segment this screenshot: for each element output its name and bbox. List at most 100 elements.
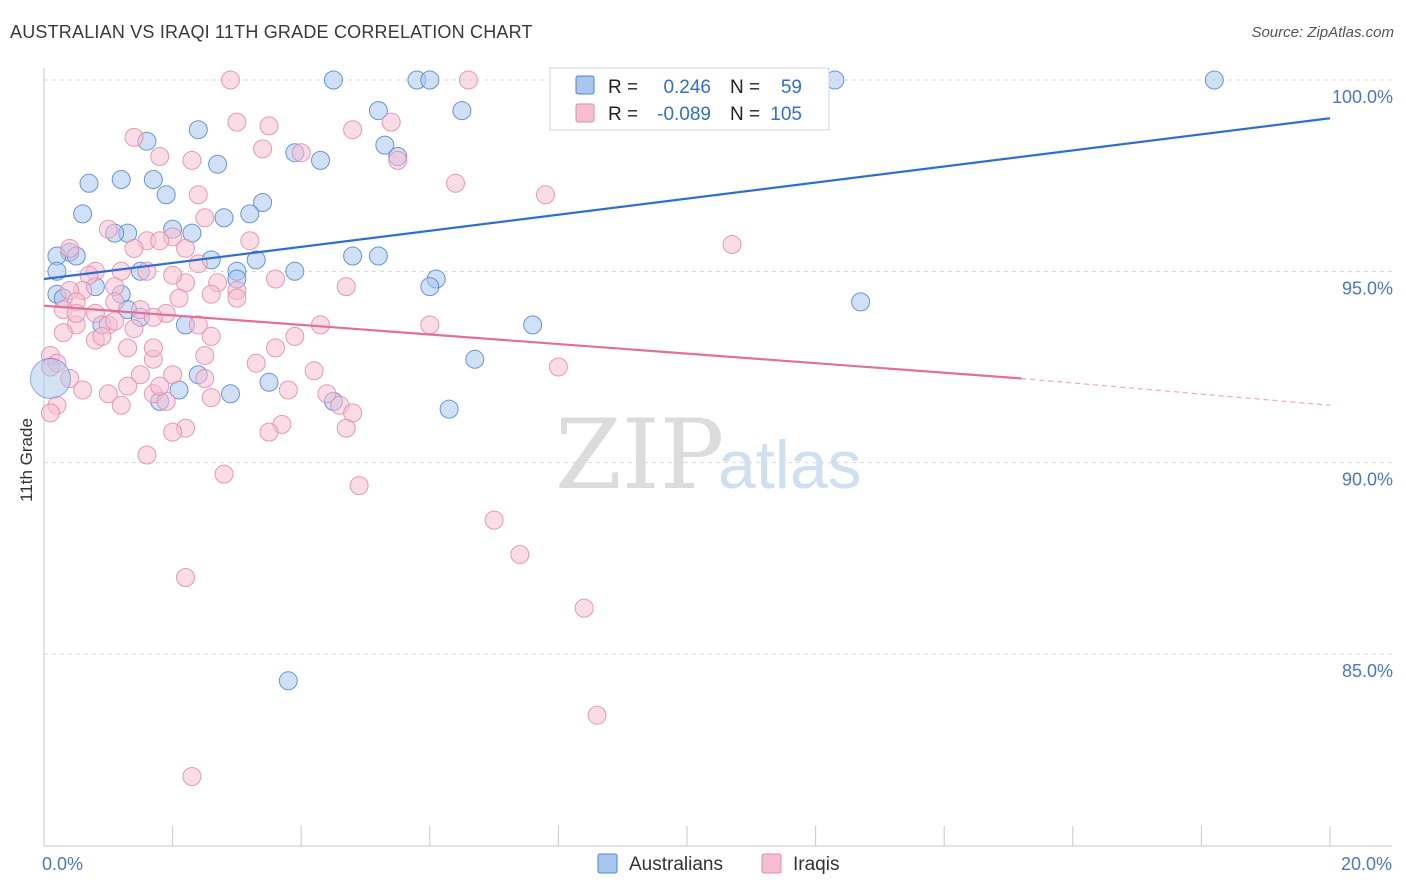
point-iraqis-72 <box>278 380 298 400</box>
point-australians-9 <box>375 135 395 155</box>
point-australians-2 <box>420 70 440 90</box>
legend-r-value-iraqis: -0.089 <box>657 104 711 125</box>
gridlines <box>44 79 1392 655</box>
point-australians-cluster <box>29 357 71 399</box>
point-australians-39 <box>420 277 440 297</box>
point-australians-29 <box>343 246 363 266</box>
legend-n-value-australians: 59 <box>781 77 802 98</box>
point-iraqis-53 <box>201 326 221 346</box>
point-australians-21 <box>240 204 260 224</box>
point-iraqis-21 <box>240 231 260 251</box>
point-iraqis-57 <box>266 338 285 358</box>
point-iraqis-24 <box>722 235 742 254</box>
point-iraqis-64 <box>130 365 150 385</box>
point-australians-4 <box>1204 70 1224 90</box>
point-australians-20 <box>214 208 234 228</box>
point-australians-5 <box>452 101 472 121</box>
point-iraqis-1 <box>458 70 478 90</box>
point-iraqis-52 <box>53 323 73 343</box>
point-iraqis-3 <box>259 116 279 136</box>
point-iraqis-96 <box>188 315 208 335</box>
point-iraqis-63 <box>548 357 568 377</box>
point-iraqis-54 <box>285 326 305 346</box>
stats-legend-box <box>549 67 830 131</box>
point-iraqis-68 <box>73 380 93 400</box>
point-iraqis-14 <box>188 185 208 205</box>
bottom-legend-label-australians: Australians <box>629 854 723 875</box>
legend-n-label-australians: N = <box>730 77 760 98</box>
point-australians-43 <box>851 292 871 312</box>
point-iraqis-15 <box>98 219 118 239</box>
bottom-legend-swatch-australians <box>597 853 618 874</box>
legend-swatch-australians <box>575 75 595 95</box>
point-iraqis-20 <box>124 238 144 258</box>
point-australians-19 <box>73 204 93 224</box>
point-iraqis-78 <box>40 403 60 423</box>
point-australians-52 <box>259 372 279 392</box>
y-tick-label-85: 85.0% <box>1342 661 1393 681</box>
trend-line-iraqis-extension <box>1021 377 1331 406</box>
trend-lines <box>43 117 1331 406</box>
point-australians-15 <box>143 170 163 189</box>
point-iraqis-6 <box>124 127 144 147</box>
point-iraqis-71 <box>317 384 337 404</box>
point-australians-54 <box>221 384 240 404</box>
point-iraqis-102 <box>163 265 183 285</box>
point-iraqis-87 <box>349 476 369 496</box>
point-iraqis-51 <box>124 319 144 339</box>
point-iraqis-86 <box>214 464 234 484</box>
point-iraqis-22 <box>176 238 195 258</box>
point-iraqis-101 <box>304 361 324 381</box>
point-iraqis-95 <box>227 288 247 308</box>
legend-r-label-iraqis: R = <box>608 104 638 125</box>
point-iraqis-90 <box>176 568 195 587</box>
point-iraqis-0 <box>221 70 240 90</box>
legend-r-label-australians: R = <box>608 77 638 98</box>
point-iraqis-89 <box>510 545 530 564</box>
bottom-legend-swatch-iraqis <box>761 853 782 874</box>
point-iraqis-98 <box>150 376 170 396</box>
point-iraqis-66 <box>163 365 183 385</box>
chart-title: AUSTRALIAN VS IRAQI 11TH GRADE CORRELATI… <box>10 22 533 42</box>
trend-line-australians <box>43 117 1331 281</box>
point-australians-17 <box>156 185 176 205</box>
point-iraqis-41 <box>201 284 221 304</box>
point-iraqis-40 <box>169 288 189 308</box>
series-australians <box>47 70 1224 691</box>
point-iraqis-93 <box>182 767 202 786</box>
point-iraqis-56 <box>118 338 138 358</box>
point-iraqis-11 <box>388 150 408 170</box>
x-axis-ticks <box>43 826 1331 846</box>
point-iraqis-70 <box>195 369 215 388</box>
y-axis-title: 11th Grade <box>17 418 36 502</box>
point-iraqis-2 <box>227 112 247 132</box>
point-iraqis-73 <box>98 384 118 404</box>
point-australians-50 <box>465 349 485 369</box>
point-iraqis-82 <box>163 422 183 442</box>
point-iraqis-83 <box>259 422 279 442</box>
x-tick-label-max: 20.0% <box>1341 854 1392 874</box>
point-australians-0 <box>323 70 343 90</box>
point-australians-57 <box>439 399 459 419</box>
point-iraqis-97 <box>92 326 112 346</box>
point-iraqis-76 <box>111 395 131 415</box>
point-iraqis-88 <box>484 510 504 530</box>
series-legend: Australians Iraqis <box>597 853 839 875</box>
point-australians-49 <box>523 315 543 335</box>
data-points <box>29 70 1224 786</box>
point-iraqis-37 <box>336 277 356 297</box>
point-iraqis-5 <box>381 112 401 132</box>
point-australians-18 <box>253 193 273 212</box>
point-iraqis-10 <box>291 143 311 163</box>
point-iraqis-30 <box>266 269 285 289</box>
legend-n-label-iraqis: N = <box>730 104 760 125</box>
point-australians-13 <box>208 154 228 174</box>
point-iraqis-84 <box>336 418 356 438</box>
point-iraqis-59 <box>195 346 215 365</box>
point-iraqis-94 <box>143 338 163 358</box>
point-australians-14 <box>111 170 131 189</box>
point-australians-7 <box>188 120 208 140</box>
point-iraqis-100 <box>246 353 266 373</box>
point-iraqis-9 <box>253 139 273 159</box>
point-australians-58 <box>278 671 298 691</box>
